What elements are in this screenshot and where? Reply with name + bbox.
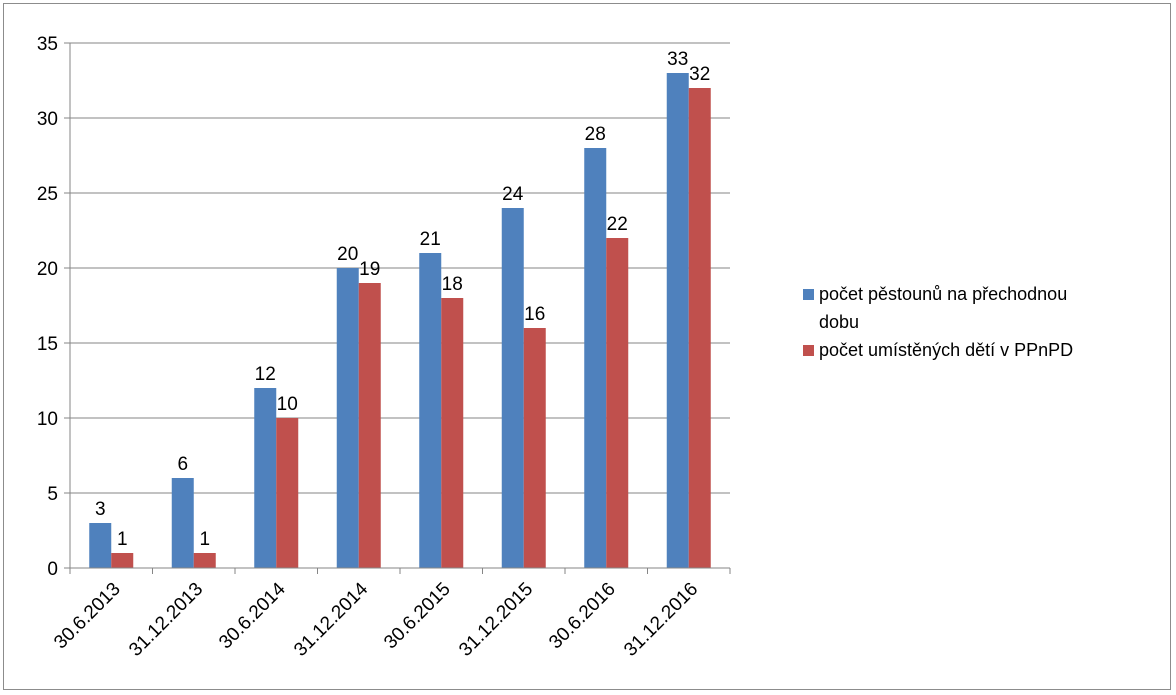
x-tick-label: 31.12.2016 <box>620 579 702 661</box>
x-tick-label: 30.6.2013 <box>50 579 125 654</box>
legend-swatch <box>803 289 814 300</box>
bar-placed-children <box>441 298 464 568</box>
bar-placed-children <box>193 553 216 568</box>
data-label: 1 <box>117 529 128 550</box>
gridlines <box>70 42 730 494</box>
bar-foster-parents <box>501 208 524 568</box>
data-label: 33 <box>667 49 688 70</box>
x-tick-label: 30.6.2014 <box>215 578 290 653</box>
y-tick-label: 30 <box>37 109 58 130</box>
bar-foster-parents <box>171 478 194 568</box>
bar-foster-parents <box>584 148 607 568</box>
legend-label: počet pěstounů na přechodnou dobu <box>819 284 1067 332</box>
data-label: 3 <box>95 499 106 520</box>
bar-placed-children <box>606 238 629 568</box>
data-label: 19 <box>359 259 380 280</box>
bar-foster-parents <box>419 253 442 568</box>
y-tick-label: 20 <box>37 259 58 280</box>
y-tick-label: 35 <box>37 34 58 55</box>
data-label: 28 <box>585 124 606 145</box>
data-label: 6 <box>177 454 188 475</box>
y-tick-label: 5 <box>47 484 58 505</box>
y-tick-label: 25 <box>37 184 58 205</box>
bar-placed-children <box>688 88 711 568</box>
x-tick-label: 30.6.2016 <box>545 579 620 654</box>
bar-placed-children <box>523 328 546 568</box>
bar-foster-parents <box>666 73 689 568</box>
data-label: 22 <box>607 214 628 235</box>
bar-foster-parents <box>336 268 359 568</box>
x-tick-label: 31.12.2013 <box>125 579 207 661</box>
y-tick-label: 10 <box>37 409 58 430</box>
bar-foster-parents <box>254 388 277 568</box>
data-label: 16 <box>524 304 545 325</box>
x-tick-label: 31.12.2014 <box>290 578 372 660</box>
data-label: 1 <box>199 529 210 550</box>
bar-foster-parents <box>89 523 112 568</box>
data-label: 10 <box>277 394 298 415</box>
data-label: 12 <box>255 364 276 385</box>
data-label: 32 <box>689 64 710 85</box>
x-tick-label: 31.12.2015 <box>455 579 537 661</box>
legend: počet pěstounů na přechodnou dobu počet um… <box>803 284 1073 360</box>
bars <box>89 73 711 568</box>
x-tick-label: 30.6.2015 <box>380 579 455 654</box>
bar-placed-children <box>111 553 134 568</box>
bar-placed-children <box>276 418 299 568</box>
data-label: 21 <box>420 229 441 250</box>
data-label: 20 <box>337 244 358 265</box>
bar-placed-children <box>358 283 381 568</box>
y-tick-label: 15 <box>37 334 58 355</box>
legend-swatch <box>803 345 814 356</box>
legend-label: počet umístěných dětí v PPnPD <box>819 340 1073 360</box>
y-tick-label: 0 <box>47 559 58 580</box>
data-label: 18 <box>442 274 463 295</box>
data-label: 24 <box>502 184 524 205</box>
